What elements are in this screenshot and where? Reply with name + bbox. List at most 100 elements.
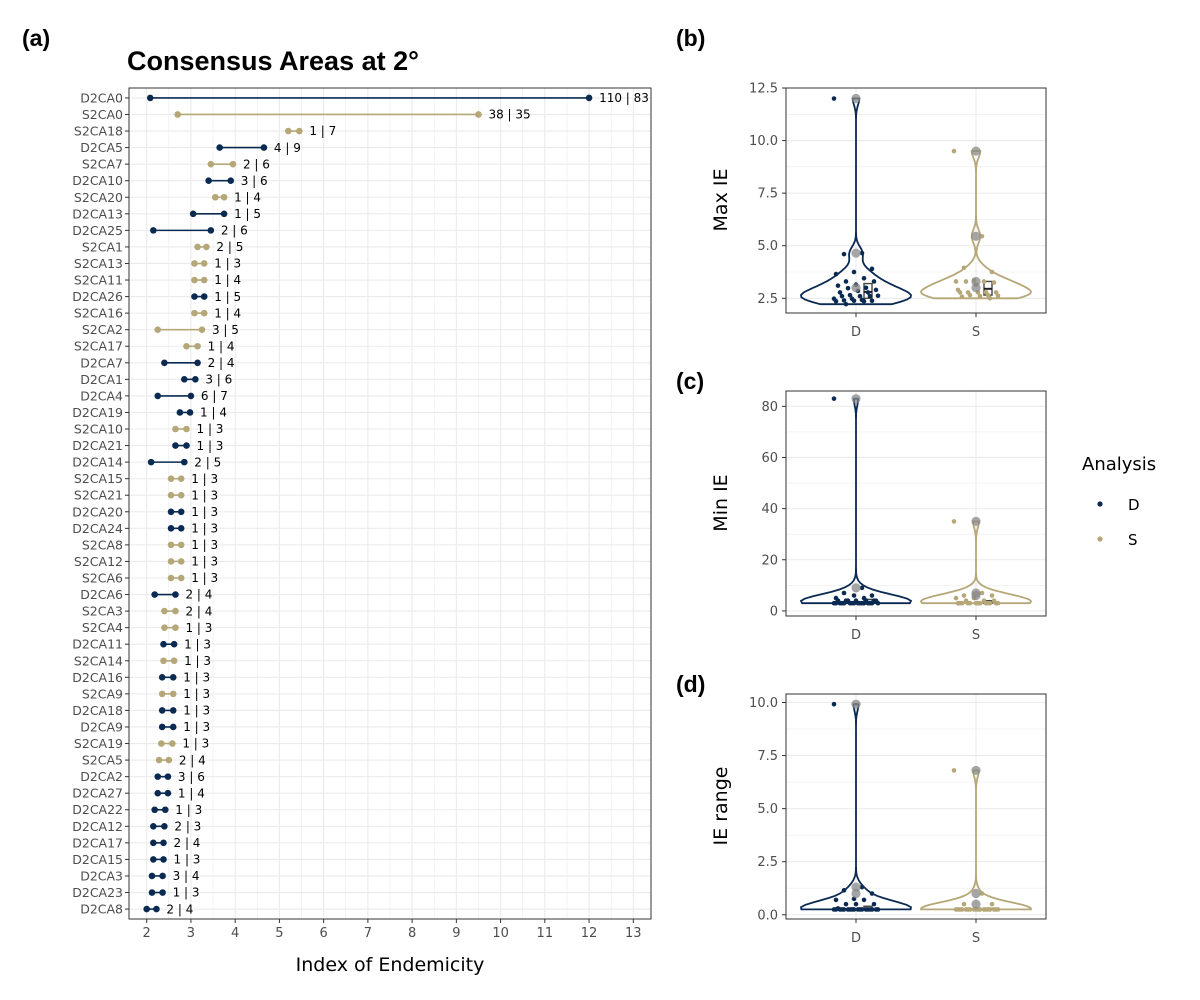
category-label: D2CA16 xyxy=(72,670,123,685)
max-point xyxy=(260,144,268,151)
data-point-d xyxy=(861,298,867,304)
data-label: 1 | 4 xyxy=(214,273,241,287)
data-point-d xyxy=(841,251,847,257)
min-point xyxy=(174,111,181,118)
data-label: 1 | 3 xyxy=(191,488,218,502)
data-point-d xyxy=(841,600,847,606)
data-label: 3 | 4 xyxy=(173,869,200,883)
min-point xyxy=(167,475,175,482)
data-point-s xyxy=(957,290,963,295)
min-point xyxy=(167,508,175,516)
y-tick-label: 2.5 xyxy=(757,292,778,307)
panel-c-plot: 0 20 40 60 80 D S xyxy=(761,391,1046,643)
panel-a-tag: (a) xyxy=(22,25,50,51)
data-point-d xyxy=(871,279,877,284)
data-label: 3 | 6 xyxy=(205,373,232,387)
legend-key-d xyxy=(1097,501,1103,507)
x-tick-label: 11 xyxy=(537,926,554,941)
data-label: 4 | 9 xyxy=(274,141,301,155)
data-label: 1 | 4 xyxy=(208,339,235,353)
category-label: S2CA6 xyxy=(82,570,123,585)
category-label: S2CA0 xyxy=(82,107,123,122)
summary-marker-s xyxy=(971,590,981,601)
data-point-d xyxy=(865,290,871,295)
data-label: 3 | 5 xyxy=(212,323,239,337)
max-point xyxy=(475,111,482,118)
max-point xyxy=(192,376,199,383)
x-tick-label: 5 xyxy=(275,926,283,941)
max-point xyxy=(172,591,179,598)
category-label: D2CA5 xyxy=(80,140,123,155)
data-label: 1 | 3 xyxy=(183,720,210,734)
panel-c-frame xyxy=(785,390,1047,617)
min-point xyxy=(150,839,157,847)
y-tick-label: 10.0 xyxy=(749,134,778,149)
category-label: S2CA11 xyxy=(74,273,123,288)
summary-marker-d xyxy=(851,394,861,404)
category-label: D2CA24 xyxy=(72,521,123,536)
panel-b-frame xyxy=(785,87,1047,314)
data-point-s xyxy=(977,600,983,606)
data-label: 1 | 3 xyxy=(173,886,200,900)
data-label: 1 | 3 xyxy=(191,472,218,486)
data-point-d xyxy=(833,907,839,912)
max-point xyxy=(177,558,185,565)
data-label: 2 | 4 xyxy=(185,604,212,618)
legend-key-s xyxy=(1097,536,1103,542)
data-point-s xyxy=(981,279,987,284)
data-point-d xyxy=(843,279,849,284)
summary-marker-d xyxy=(851,888,861,899)
category-label: S2CA3 xyxy=(82,604,123,619)
min-point xyxy=(191,276,198,284)
category-label: D2CA1 xyxy=(80,372,123,387)
min-point xyxy=(154,789,162,797)
min-point xyxy=(158,723,166,731)
data-point-d xyxy=(869,907,875,912)
category-label: S2CA2 xyxy=(82,322,123,337)
category-label: D2CA4 xyxy=(80,388,123,403)
category-label: D2CA19 xyxy=(72,405,123,420)
panel-a-x-ticks: 2 3 4 5 6 7 8 9 10 11 12 13 xyxy=(143,919,642,941)
max-point xyxy=(187,392,195,400)
min-point xyxy=(157,740,165,747)
summary-marker-s xyxy=(971,516,981,526)
category-label: D2CA15 xyxy=(72,852,123,867)
legend-label-d: D xyxy=(1128,496,1140,514)
category-label: D2CA0 xyxy=(80,90,123,105)
max-point xyxy=(177,525,185,532)
summary-marker-d xyxy=(851,699,861,709)
data-label: 1 | 7 xyxy=(309,124,336,138)
x-tick-label: 3 xyxy=(187,926,195,941)
data-point-d xyxy=(863,285,869,291)
data-label: 2 | 5 xyxy=(194,455,221,469)
max-point xyxy=(183,442,190,449)
min-point xyxy=(191,293,198,300)
data-point-s xyxy=(987,907,993,912)
category-label: S2CA21 xyxy=(74,488,123,503)
data-point-s xyxy=(953,279,959,284)
summary-marker-s xyxy=(971,765,981,776)
data-point-s xyxy=(991,280,997,285)
max-point xyxy=(200,309,208,317)
legend: Analysis D S xyxy=(1082,454,1156,549)
min-point xyxy=(160,640,167,648)
min-point xyxy=(154,392,162,400)
y-tick-label: 7.5 xyxy=(757,749,778,764)
legend-label-s: S xyxy=(1128,531,1138,549)
summary-marker-s xyxy=(971,146,981,156)
max-point xyxy=(153,905,160,913)
panel-c-tag: (c) xyxy=(676,368,704,394)
data-point-d xyxy=(841,590,847,596)
data-label: 1 | 3 xyxy=(184,654,211,668)
panel-d-frame xyxy=(785,693,1047,920)
data-label: 110 | 83 xyxy=(599,91,649,105)
min-point xyxy=(207,160,215,168)
category-label: S2CA19 xyxy=(74,736,123,751)
data-point-d xyxy=(869,600,875,606)
data-point-d xyxy=(859,884,865,890)
category-label: S2CA5 xyxy=(82,753,123,768)
min-point xyxy=(161,359,168,367)
data-label: 2 | 5 xyxy=(216,240,243,254)
category-label: D2CA7 xyxy=(80,355,123,370)
summary-marker-s xyxy=(971,283,981,293)
